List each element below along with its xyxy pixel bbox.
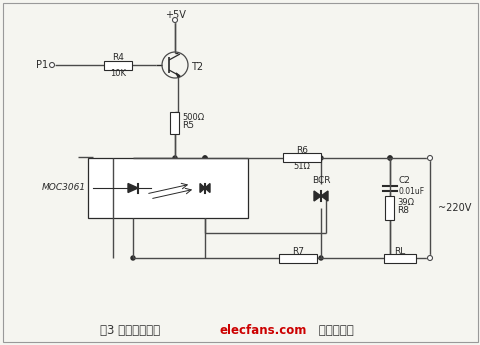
Polygon shape (176, 73, 180, 77)
Circle shape (203, 156, 206, 160)
Text: BCR: BCR (311, 177, 330, 186)
Text: R6: R6 (295, 147, 307, 156)
Bar (104, 60, 132, 69)
Text: 图3 过零触发电路: 图3 过零触发电路 (100, 324, 160, 336)
Text: 500Ω: 500Ω (181, 114, 204, 122)
Text: P1: P1 (36, 60, 48, 70)
Circle shape (427, 156, 432, 160)
Bar (383, 254, 415, 263)
Text: ~220V: ~220V (437, 203, 470, 213)
Text: C2: C2 (398, 177, 410, 186)
Bar (384, 196, 394, 220)
Text: R7: R7 (291, 246, 303, 256)
Text: T2: T2 (191, 62, 203, 72)
Circle shape (172, 18, 177, 22)
Circle shape (203, 156, 206, 160)
Circle shape (49, 62, 54, 68)
Circle shape (318, 156, 323, 160)
Circle shape (387, 256, 391, 260)
Text: R4: R4 (112, 53, 124, 62)
Circle shape (173, 156, 177, 160)
Text: 0.01uF: 0.01uF (398, 187, 424, 197)
Bar (282, 154, 320, 162)
Circle shape (387, 156, 391, 160)
Circle shape (387, 256, 391, 260)
Polygon shape (313, 191, 320, 201)
Text: 电子发烧友: 电子发烧友 (314, 324, 353, 336)
Circle shape (318, 256, 323, 260)
Polygon shape (320, 191, 327, 201)
Text: MOC3061: MOC3061 (42, 184, 86, 193)
Text: elecfans.com: elecfans.com (219, 324, 307, 336)
Bar (278, 254, 316, 263)
Circle shape (131, 256, 135, 260)
Text: +5V: +5V (164, 10, 185, 20)
Text: RL: RL (394, 246, 405, 256)
Circle shape (427, 256, 432, 260)
Bar (170, 112, 179, 134)
Text: R8: R8 (396, 207, 408, 216)
Text: 10K: 10K (110, 69, 126, 79)
Text: 51Ω: 51Ω (293, 162, 310, 171)
Polygon shape (128, 184, 138, 193)
Polygon shape (200, 184, 204, 193)
Text: R5: R5 (181, 121, 193, 130)
Polygon shape (204, 184, 210, 193)
Bar (88, 158, 248, 218)
Text: 39Ω: 39Ω (396, 198, 413, 207)
Circle shape (387, 156, 391, 160)
